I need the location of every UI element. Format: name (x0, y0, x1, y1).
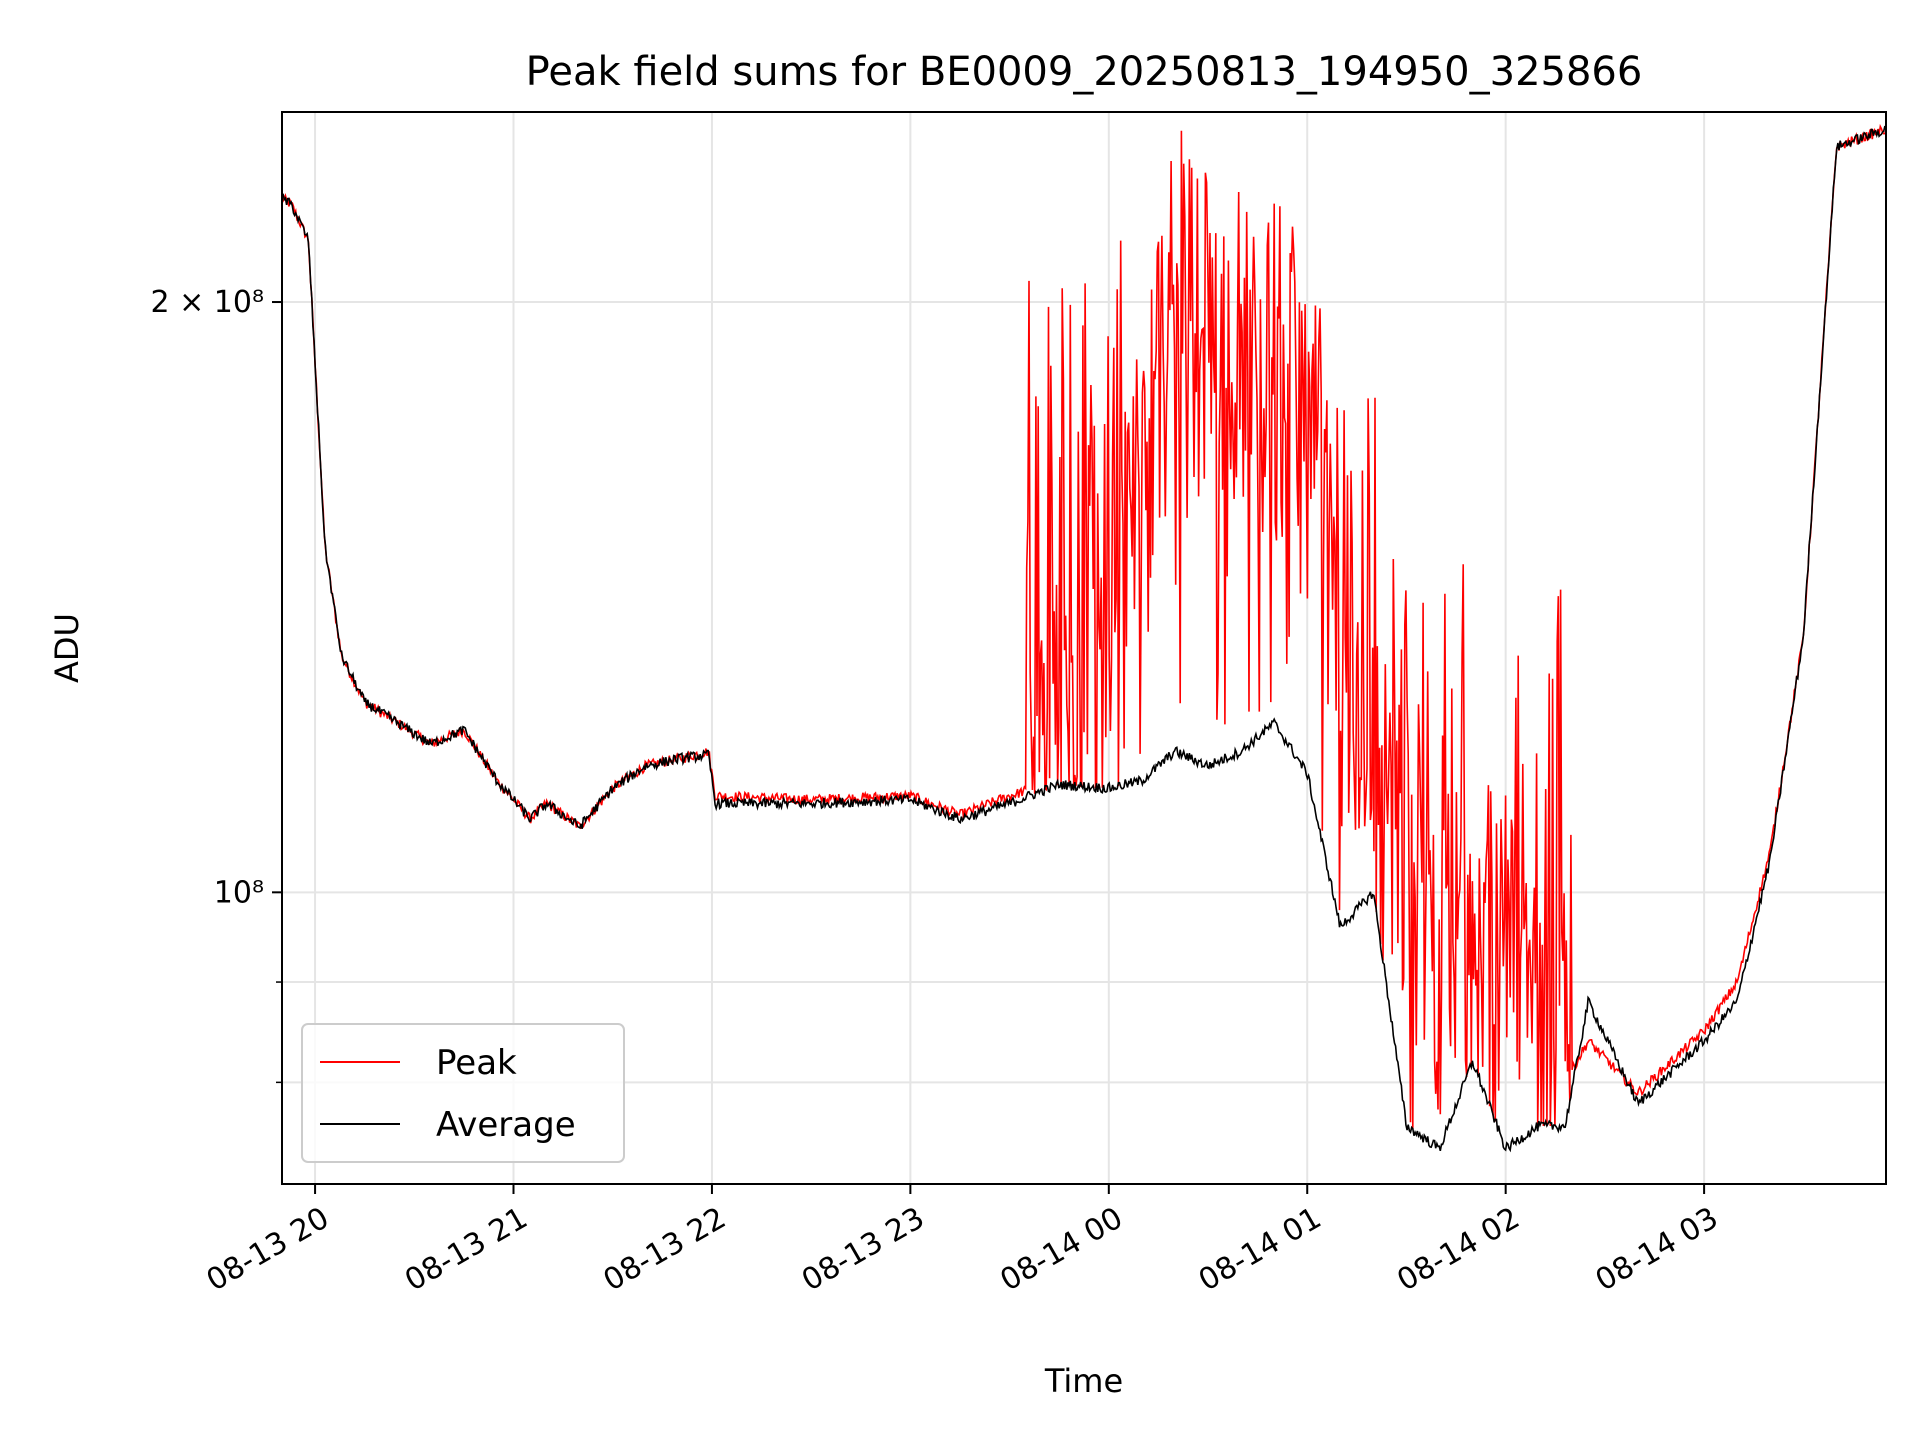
legend: Peak Average (301, 1023, 625, 1163)
y-tick-label: 2 × 10⁸ (151, 285, 265, 320)
legend-label-peak: Peak (436, 1043, 517, 1083)
legend-box (301, 1023, 625, 1163)
series-line-average (282, 125, 1886, 1153)
y-tick-label: 10⁸ (214, 875, 264, 910)
plot-frame (281, 111, 1887, 1185)
y-axis-title: ADU (48, 613, 86, 683)
x-axis-title: Time (1044, 1362, 1123, 1400)
grid (282, 112, 1886, 1184)
legend-label-average: Average (436, 1105, 576, 1145)
y-axis-ticks: 10⁸ 2 × 10⁸ (151, 285, 282, 1084)
series-layer (282, 123, 1886, 1153)
chart-title: Peak field sums for BE0009_20250813_1949… (526, 49, 1643, 95)
